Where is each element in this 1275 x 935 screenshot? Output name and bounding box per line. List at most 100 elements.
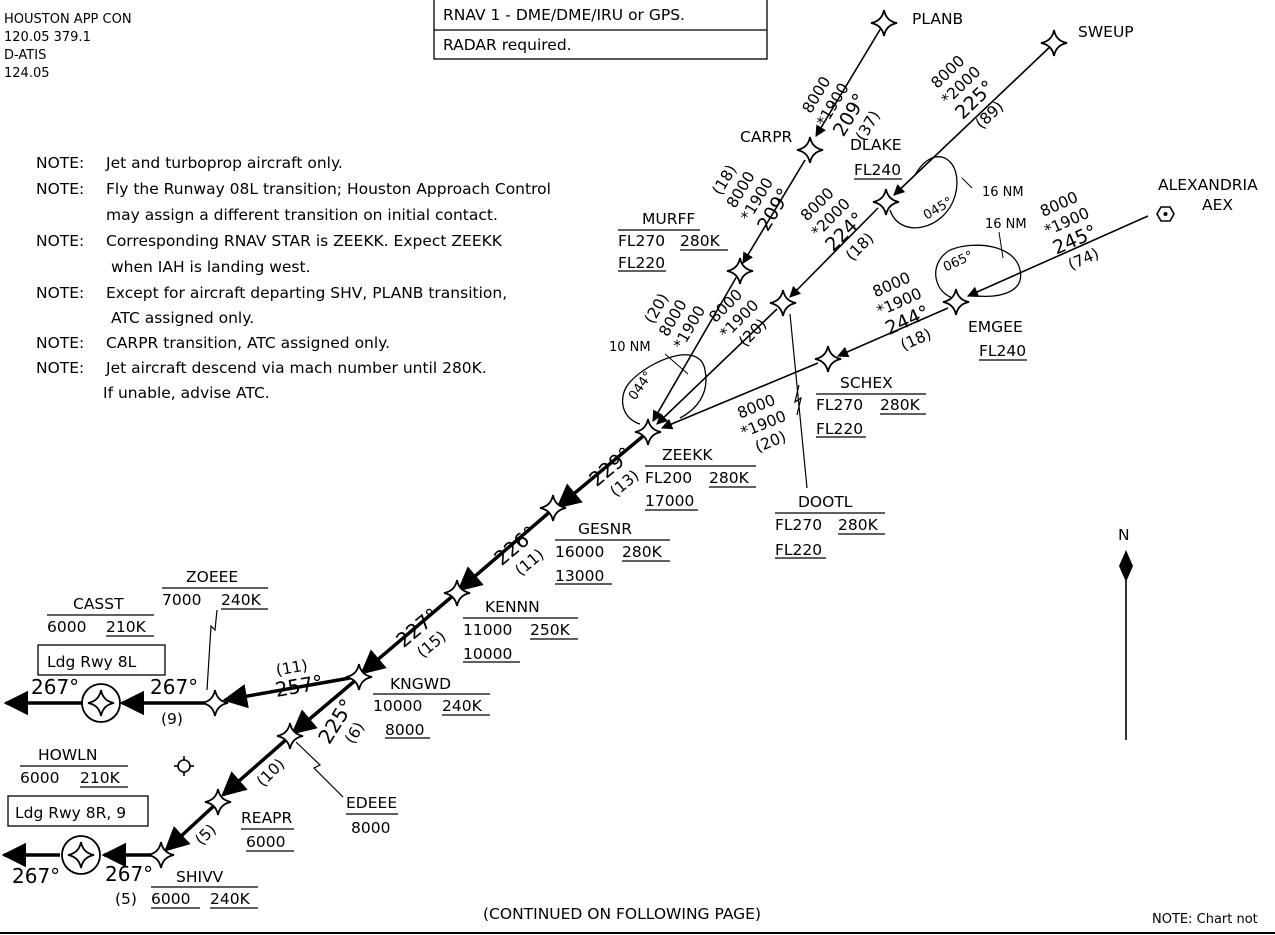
leg-aex-emgee bbox=[966, 215, 1149, 298]
note-1-line-1: Jet and turboprop aircraft only. bbox=[105, 154, 343, 172]
fix-name-dootl: DOOTL bbox=[798, 493, 853, 511]
note-3-line-1: Corresponding RNAV STAR is ZEEKK. Expect… bbox=[106, 232, 503, 250]
fix-name-shivv: SHIVV bbox=[176, 868, 224, 886]
fix-alt-top-murff: FL270 bbox=[618, 232, 665, 250]
fix-name-dlake: DLAKE bbox=[850, 136, 902, 154]
fix-name-howln: HOWLN bbox=[38, 746, 97, 764]
fix-name-kennn: KENNN bbox=[485, 598, 540, 616]
facility-freqs: 120.05 379.1 bbox=[4, 30, 91, 45]
atis-freq: 124.05 bbox=[4, 66, 50, 81]
fix-speed-schex: 280K bbox=[880, 396, 921, 414]
fix-speed-murff: 280K bbox=[680, 232, 721, 250]
fix-name-aex: ALEXANDRIA bbox=[1158, 176, 1258, 194]
note-6-line-1: Jet aircraft descend via mach number unt… bbox=[105, 359, 487, 377]
hold-zeekk bbox=[621, 354, 707, 425]
leg-kngwd-edeee bbox=[291, 677, 359, 735]
fix-alt-top-zeekk: FL200 bbox=[645, 469, 692, 487]
fix-alt-top-kngwd: 10000 bbox=[373, 697, 422, 715]
hold-leg-zeekk: 10 NM bbox=[609, 340, 651, 355]
fix-speed-dootl: 280K bbox=[838, 516, 879, 534]
leg-dist-shivv-howln: (5) bbox=[115, 890, 137, 908]
fix-name-carpr: CARPR bbox=[740, 128, 793, 146]
waypoint-icon-planb[interactable] bbox=[870, 9, 898, 37]
fix-name-zoeee: ZOEEE bbox=[186, 568, 238, 586]
waypoint-icon-schex[interactable] bbox=[814, 345, 842, 373]
fix-speed-shivv: 240K bbox=[210, 890, 251, 908]
leg-course-zoeee-casst: 267° bbox=[150, 675, 198, 699]
leg-murff-zeekk bbox=[652, 275, 738, 422]
fix-alt-top-dootl: FL270 bbox=[775, 516, 822, 534]
runway-fix-icon-casst[interactable] bbox=[81, 683, 121, 723]
note-2-line-2: may assign a different transition on ini… bbox=[106, 206, 498, 224]
fix-alt-bottom-schex: FL220 bbox=[816, 420, 863, 438]
route-lines bbox=[1, 22, 1149, 868]
fix-alt-top-howln: 6000 bbox=[20, 769, 59, 787]
fix-labels: PLANB SWEUP CARPR DLAKE FL240 ALEXANDRIA… bbox=[7, 10, 1258, 909]
fix-name-gesnr: GESNR bbox=[578, 520, 632, 538]
fix-speed-gesnr: 280K bbox=[622, 543, 663, 561]
note-5-line-1: CARPR transition, ATC assigned only. bbox=[106, 334, 390, 352]
note-2-line-1: Fly the Runway 08L transition; Houston A… bbox=[106, 180, 551, 198]
fix-alt-bottom-murff: FL220 bbox=[618, 254, 665, 272]
note-3-line-2: when IAH is landing west. bbox=[111, 258, 311, 276]
dootl-leader bbox=[789, 313, 808, 489]
fix-speed-zeekk: 280K bbox=[709, 469, 750, 487]
leg-dlake-dootl bbox=[789, 207, 879, 298]
fix-alt-bottom-kngwd: 8000 bbox=[385, 721, 424, 739]
north-label: N bbox=[1118, 526, 1130, 544]
leg-carpr-murff bbox=[742, 159, 806, 264]
waypoint-icon-carpr[interactable] bbox=[796, 136, 824, 164]
vor-icon-aex[interactable] bbox=[1156, 206, 1175, 222]
edeee-leader bbox=[295, 741, 344, 798]
note-prefix: NOTE: bbox=[36, 180, 84, 198]
leg-course-casst-out: 267° bbox=[31, 675, 79, 699]
runway-fix-icon-howln[interactable] bbox=[61, 835, 101, 875]
nav-spec-box: RNAV 1 - DME/DME/IRU or GPS. RADAR requi… bbox=[433, 0, 768, 60]
leg-course-shivv-howln: 267° bbox=[105, 862, 153, 886]
note-prefix: NOTE: bbox=[36, 284, 84, 302]
leg-dist-zoeee-casst: (9) bbox=[161, 710, 183, 728]
fix-alt-top-schex: FL270 bbox=[816, 396, 863, 414]
fix-name-schex: SCHEX bbox=[840, 374, 893, 392]
hold-course-dlake: 045° bbox=[921, 195, 956, 224]
hold-dlake bbox=[889, 156, 958, 229]
nav-spec-line1: RNAV 1 - DME/DME/IRU or GPS. bbox=[443, 6, 685, 24]
fix-speed-zoeee: 240K bbox=[221, 591, 262, 609]
fix-name-casst: CASST bbox=[73, 595, 124, 613]
fix-alt-top-casst: 6000 bbox=[47, 618, 86, 636]
leg-reapr-shivv bbox=[164, 801, 219, 852]
note-4-line-2: ATC assigned only. bbox=[111, 309, 254, 327]
facility-name: HOUSTON APP CON bbox=[4, 12, 132, 27]
fix-name-kngwd: KNGWD bbox=[390, 675, 451, 693]
leg-schex-zeekk bbox=[660, 362, 819, 430]
fix-name-murff: MURFF bbox=[642, 210, 695, 228]
fix-alt-bottom-kennn: 10000 bbox=[463, 645, 512, 663]
waypoint-icon-emgee[interactable] bbox=[942, 288, 970, 316]
waypoint-icon-zoeee[interactable] bbox=[201, 689, 229, 717]
fix-ident-aex: AEX bbox=[1202, 196, 1233, 214]
leg-dootl-zeekk bbox=[656, 308, 778, 425]
note-6-line-2: If unable, advise ATC. bbox=[103, 384, 270, 402]
waypoint-icon-murff[interactable] bbox=[726, 257, 754, 285]
leg-emgee-schex bbox=[836, 307, 949, 358]
note-prefix: NOTE: bbox=[36, 154, 84, 172]
leg-gesnr-kennn bbox=[457, 508, 554, 592]
north-arrow-icon bbox=[1119, 550, 1133, 582]
nav-spec-line2: RADAR required. bbox=[443, 36, 572, 54]
leg-dist-edeee-reapr: (10) bbox=[253, 755, 288, 790]
waypoint-symbols bbox=[61, 9, 1175, 875]
hold-course-zeekk: 044° bbox=[626, 369, 656, 403]
fix-alt-edeee: 8000 bbox=[351, 819, 390, 837]
leg-sweup-dlake bbox=[893, 42, 1055, 196]
hold-emgee bbox=[935, 244, 1022, 301]
runway-box-howln bbox=[7, 795, 149, 827]
fix-speed-howln: 210K bbox=[80, 769, 121, 787]
leg-kngwd-zoeee bbox=[222, 676, 351, 709]
fix-alt-bottom-zeekk: 17000 bbox=[645, 492, 694, 510]
leg-zeekk-gesnr bbox=[556, 430, 650, 509]
fix-alt-bottom-gesnr: 13000 bbox=[555, 567, 604, 585]
note-prefix: NOTE: bbox=[36, 359, 84, 377]
notes-block: NOTE: Jet and turboprop aircraft only. N… bbox=[36, 154, 551, 402]
hold-leg-emgee: 16 NM bbox=[985, 217, 1027, 232]
